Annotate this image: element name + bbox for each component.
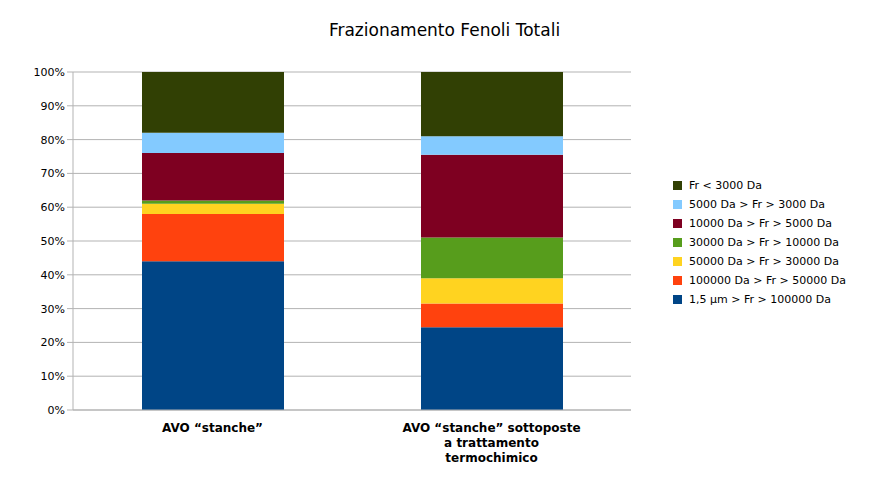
html-text:Frazionamento Fenoli Totali: Frazionamento Fenoli Totali [328, 20, 561, 40]
svg-text:80%: 80% [41, 134, 65, 147]
html-text:50000 Da > Fr > 30000 Da: 50000 Da > Fr > 30000 Da [689, 255, 839, 268]
svg-text:40%: 40% [41, 269, 65, 282]
svg-text:AVO “stanche”: AVO “stanche” [162, 421, 263, 435]
html-text:5000 Da > Fr > 3000 Da: 5000 Da > Fr > 3000 Da [689, 198, 825, 211]
svg-text:10%: 10% [41, 370, 65, 383]
svg-text:100%: 100% [34, 66, 65, 79]
html-text:10000 Da > Fr > 5000 Da: 10000 Da > Fr > 5000 Da [689, 217, 832, 230]
html-text:100000 Da > Fr > 50000 Da: 100000 Da > Fr > 50000 Da [689, 274, 846, 287]
svg-text:90%: 90% [41, 100, 65, 113]
html-text:30000 Da > Fr > 10000 Da: 30000 Da > Fr > 10000 Da [689, 236, 839, 249]
html-text:1,5 µm > Fr > 100000 Da: 1,5 µm > Fr > 100000 Da [689, 293, 831, 306]
svg-text:50%: 50% [41, 235, 65, 248]
svg-text:0%: 0% [48, 404, 65, 417]
svg-text:60%: 60% [41, 201, 65, 214]
svg-text:AVO “stanche” sottopostea trat: AVO “stanche” sottopostea trattamentoter… [402, 421, 580, 465]
svg-text:20%: 20% [41, 336, 65, 349]
svg-text:70%: 70% [41, 167, 65, 180]
svg-text:30%: 30% [41, 303, 65, 316]
html-text:Fr < 3000 Da: Fr < 3000 Da [689, 179, 762, 192]
